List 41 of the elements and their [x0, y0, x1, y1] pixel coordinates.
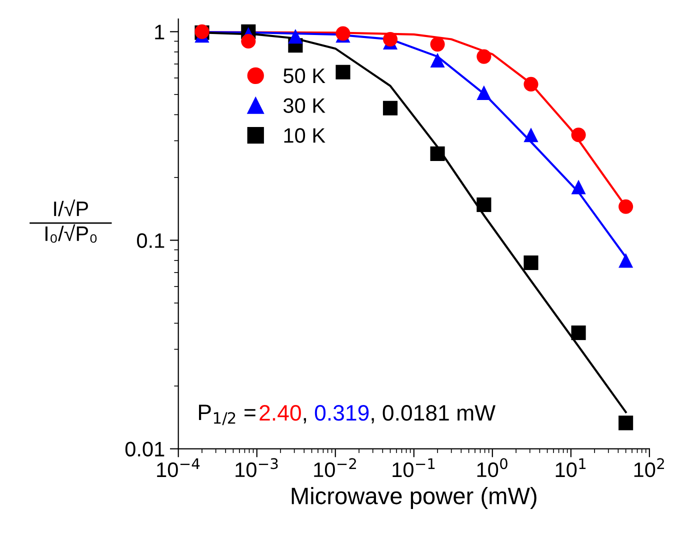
annotation: , — [304, 418, 306, 424]
annotation: 0.319 — [314, 405, 369, 421]
point — [430, 37, 445, 52]
point — [524, 255, 538, 270]
x-tick-label: 10$^{−2}$ — [314, 458, 356, 478]
point — [288, 29, 303, 44]
y-tick-label: 0.01 — [125, 442, 164, 457]
x-tick-label: 10$^{1}$ — [556, 458, 586, 478]
point — [571, 128, 586, 142]
x-tick-label: 10$^{−4}$ — [157, 458, 200, 478]
point — [524, 128, 538, 142]
legend-label: 10 K — [284, 128, 326, 143]
point — [336, 64, 350, 80]
point — [476, 85, 492, 100]
point — [524, 76, 538, 92]
y-tick-label: 1 — [155, 24, 164, 40]
y-tick-label: 0.1 — [137, 233, 164, 248]
point — [618, 253, 634, 268]
point — [618, 416, 634, 430]
point — [241, 34, 256, 49]
annotation: 0.0181 mW — [382, 405, 496, 421]
y-axis-title: I/√P I₀/√P₀ — [45, 200, 97, 243]
annotation: P$_{1/2}$ = — [199, 404, 256, 426]
annotation: 2.40 — [260, 405, 301, 421]
point — [382, 32, 398, 47]
point — [430, 52, 445, 68]
point — [476, 197, 492, 212]
annotation: , — [372, 418, 374, 424]
point — [571, 326, 586, 340]
x-tick-label: 10$^{0}$ — [477, 458, 508, 478]
point — [618, 199, 634, 214]
x-axis-title: Microwave power (mW) — [292, 486, 536, 509]
x-tick-label: 10$^{−3}$ — [236, 458, 278, 478]
x-tick-label: 10$^{2}$ — [634, 458, 664, 478]
point — [571, 180, 586, 194]
point — [382, 100, 398, 116]
legend-label: 30 K — [283, 98, 326, 114]
point — [430, 146, 445, 161]
point — [476, 49, 492, 64]
x-tick-label: 10$^{−1}$ — [392, 458, 435, 478]
legend-label: 50 K — [284, 68, 326, 84]
